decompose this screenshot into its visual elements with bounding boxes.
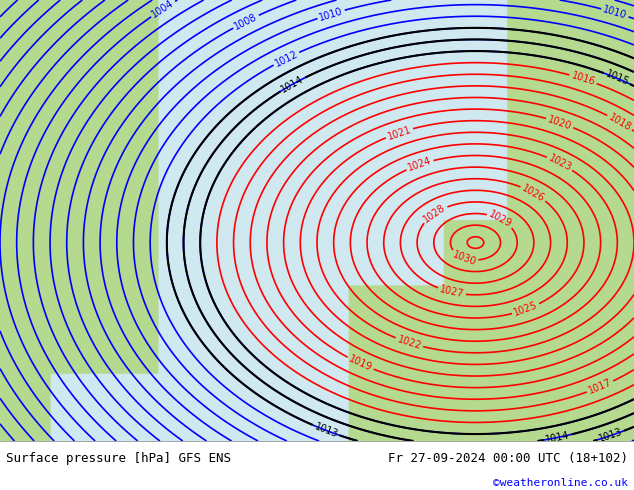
Text: 1010: 1010 bbox=[318, 6, 344, 23]
Text: 1004: 1004 bbox=[150, 0, 176, 20]
Text: 1008: 1008 bbox=[233, 11, 259, 31]
Text: ©weatheronline.co.uk: ©weatheronline.co.uk bbox=[493, 478, 628, 488]
Text: 1013: 1013 bbox=[313, 421, 339, 440]
Text: 1022: 1022 bbox=[396, 334, 422, 351]
Text: 1018: 1018 bbox=[607, 112, 633, 133]
Text: 1016: 1016 bbox=[570, 71, 597, 87]
Text: 1030: 1030 bbox=[451, 249, 477, 267]
Text: 1017: 1017 bbox=[587, 377, 613, 396]
Text: 1021: 1021 bbox=[386, 124, 413, 142]
Text: Surface pressure [hPa] GFS ENS: Surface pressure [hPa] GFS ENS bbox=[6, 452, 231, 465]
Text: 1014: 1014 bbox=[545, 430, 571, 445]
Text: 1027: 1027 bbox=[439, 284, 465, 300]
Text: 1014: 1014 bbox=[280, 74, 306, 95]
Text: 1024: 1024 bbox=[406, 156, 433, 173]
Text: 1026: 1026 bbox=[521, 183, 547, 203]
Text: 1010: 1010 bbox=[602, 4, 628, 21]
Text: 1020: 1020 bbox=[547, 114, 573, 131]
Text: 1023: 1023 bbox=[547, 153, 573, 173]
Text: 1028: 1028 bbox=[422, 202, 448, 224]
Text: 1025: 1025 bbox=[512, 300, 539, 318]
Text: 1012: 1012 bbox=[273, 49, 299, 69]
Text: 1015: 1015 bbox=[604, 69, 630, 88]
Text: 1019: 1019 bbox=[347, 354, 373, 373]
Text: 1013: 1013 bbox=[597, 427, 624, 444]
Text: Fr 27-09-2024 00:00 UTC (18+102): Fr 27-09-2024 00:00 UTC (18+102) bbox=[387, 452, 628, 465]
Text: 1029: 1029 bbox=[487, 209, 514, 229]
